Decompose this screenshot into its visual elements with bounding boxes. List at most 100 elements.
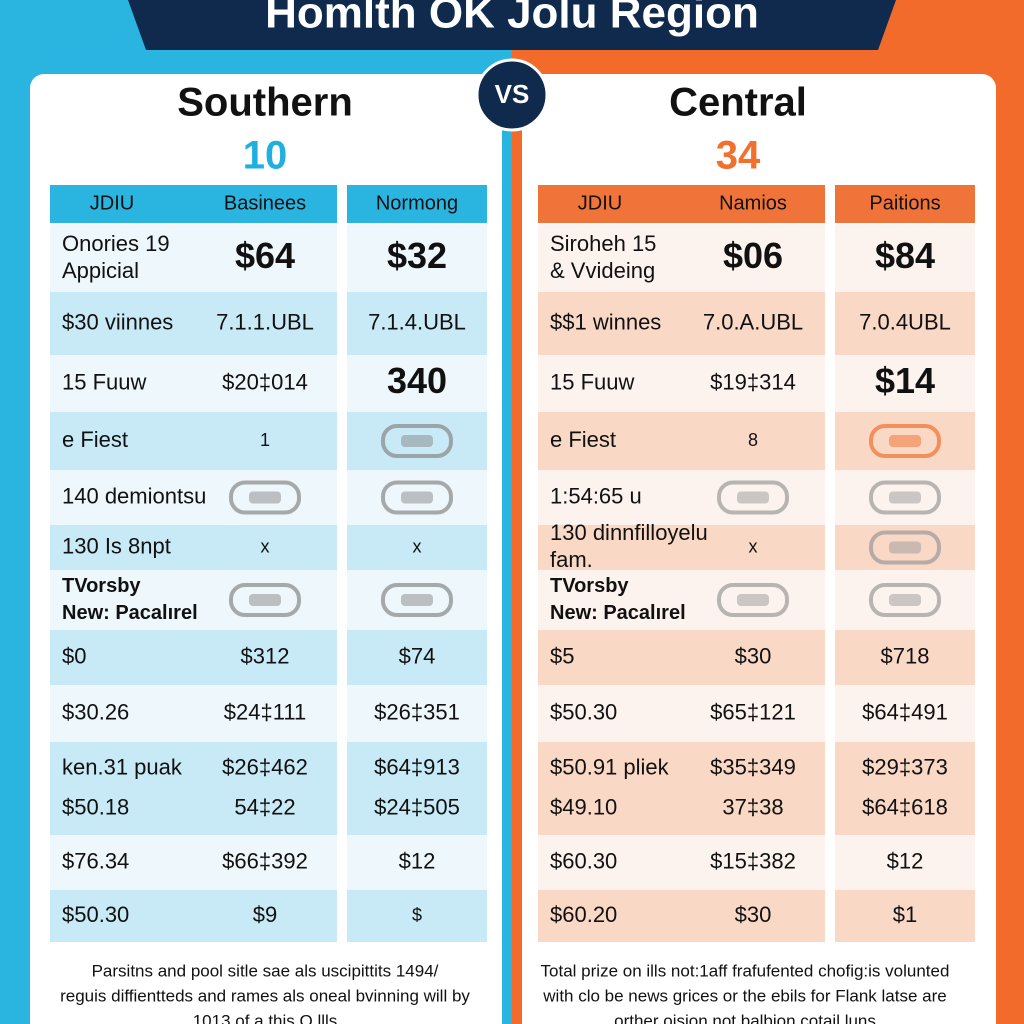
row-bg: [50, 570, 337, 630]
footer-text: Parsitns and pool sitle sae als uscipitt…: [92, 961, 439, 980]
cell-text: $60.20: [550, 902, 617, 927]
row-bg: [538, 225, 825, 292]
cell-text: $718: [881, 643, 930, 668]
cell-text: $20‡014: [222, 369, 308, 394]
cell-text: 15 Fuuw: [550, 369, 634, 394]
cell-text: $64‡491: [862, 699, 948, 724]
row-bg: [347, 890, 487, 942]
cell-text: $1: [893, 902, 917, 927]
icon-inner: [401, 435, 433, 447]
cell-text: $26‡462: [222, 754, 308, 779]
cell-text: x: [749, 536, 758, 556]
cell-text: 130 dinnfilloyelu: [550, 520, 708, 545]
cell-text: TVorsby: [62, 575, 141, 597]
row-bg: [835, 225, 975, 292]
cell-text: 140 demiontsu: [62, 483, 206, 508]
cell-text: Siroheh 15: [550, 231, 656, 256]
cell-text: $50.91 pliek: [550, 754, 670, 779]
icon: [869, 530, 941, 565]
footer-text: orther oision not balbion cotail luns: [614, 1011, 876, 1024]
panel-number: 10: [243, 134, 288, 178]
row-bg: [50, 292, 337, 355]
cell-text: $66‡392: [222, 848, 308, 873]
cell-text: $49.10: [550, 794, 617, 819]
icon-inner: [249, 491, 281, 504]
row-bg: [50, 470, 337, 525]
icon-inner: [249, 594, 281, 606]
icon: [717, 480, 789, 515]
cell-text: $32: [387, 235, 447, 276]
row-bg: [50, 525, 337, 570]
cell-text: $29‡373: [862, 754, 948, 779]
row-bg: [538, 685, 825, 742]
cell-text: x: [261, 536, 270, 556]
column-header: Basinees: [224, 192, 306, 214]
icon: [381, 424, 453, 458]
cell-text: 37‡38: [722, 794, 783, 819]
cell-text: $84: [875, 235, 935, 276]
row-bg: [347, 630, 487, 685]
row-bg: [835, 685, 975, 742]
column-header: Normong: [376, 192, 458, 214]
cell-text: Appicial: [62, 258, 139, 283]
row-bg: [50, 835, 337, 890]
column-header: JDIU: [578, 192, 622, 214]
row-bg: [538, 630, 825, 685]
icon-inner: [737, 491, 769, 504]
cell-text: $74: [399, 643, 436, 668]
cell-text: $50.18: [62, 794, 129, 819]
cell-text: $35‡349: [710, 754, 796, 779]
cell-text: 7.1.1.UBL: [216, 309, 314, 334]
column-header: Namios: [719, 192, 787, 214]
row-bg: [835, 630, 975, 685]
vs-badge: [475, 58, 549, 132]
cell-text: 7.0.4UBL: [859, 309, 951, 334]
row-bg: [347, 685, 487, 742]
cell-text: New: Pacalırel: [550, 602, 686, 624]
row-bg: [538, 525, 825, 570]
row-bg: [50, 742, 337, 835]
cell-text: 130 Is 8npt: [62, 533, 171, 558]
row-bg: [538, 742, 825, 835]
row-bg: [538, 570, 825, 630]
header-bg: [347, 185, 487, 223]
cell-text: $19‡314: [710, 369, 796, 394]
icon-inner: [401, 594, 433, 606]
icon: [869, 424, 941, 458]
cell-text: $$1 winnes: [550, 309, 661, 334]
cell-text: $15‡382: [710, 848, 796, 873]
row-bg: [538, 292, 825, 355]
panel-name: Southern: [177, 81, 353, 125]
row-bg: [347, 355, 487, 412]
cell-text: fam.: [550, 547, 593, 572]
cell-text: $5: [550, 643, 574, 668]
cell-text: $24‡111: [224, 699, 306, 724]
row-bg: [50, 890, 337, 942]
title: Homlth OK Jolu Region: [265, 0, 759, 38]
cell-text: New: Pacalırel: [62, 602, 198, 624]
cell-text: 7.0.A.UBL: [703, 309, 803, 334]
row-bg: [50, 355, 337, 412]
icon-inner: [889, 594, 921, 606]
panel-name: Central: [669, 81, 807, 125]
cell-text: $64‡618: [862, 794, 948, 819]
icon: [229, 480, 301, 515]
cell-text: 54‡22: [234, 794, 295, 819]
cell-text: $65‡121: [710, 699, 796, 724]
row-bg: [835, 742, 975, 835]
row-bg: [50, 225, 337, 292]
icon: [381, 583, 453, 617]
row-bg: [50, 630, 337, 685]
icon: [869, 583, 941, 617]
footer-text: 1013 of a this O llls: [193, 1011, 338, 1024]
row-bg: [835, 292, 975, 355]
cell-text: $76.34: [62, 848, 129, 873]
cell-text: $30 viinnes: [62, 309, 173, 334]
cell-text: $64‡913: [374, 754, 460, 779]
cell-text: $50.30: [550, 699, 617, 724]
cell-text: TVorsby: [550, 575, 629, 597]
icon: [229, 583, 301, 617]
cell-text: 8: [748, 430, 758, 450]
panel-number: 34: [716, 134, 761, 178]
